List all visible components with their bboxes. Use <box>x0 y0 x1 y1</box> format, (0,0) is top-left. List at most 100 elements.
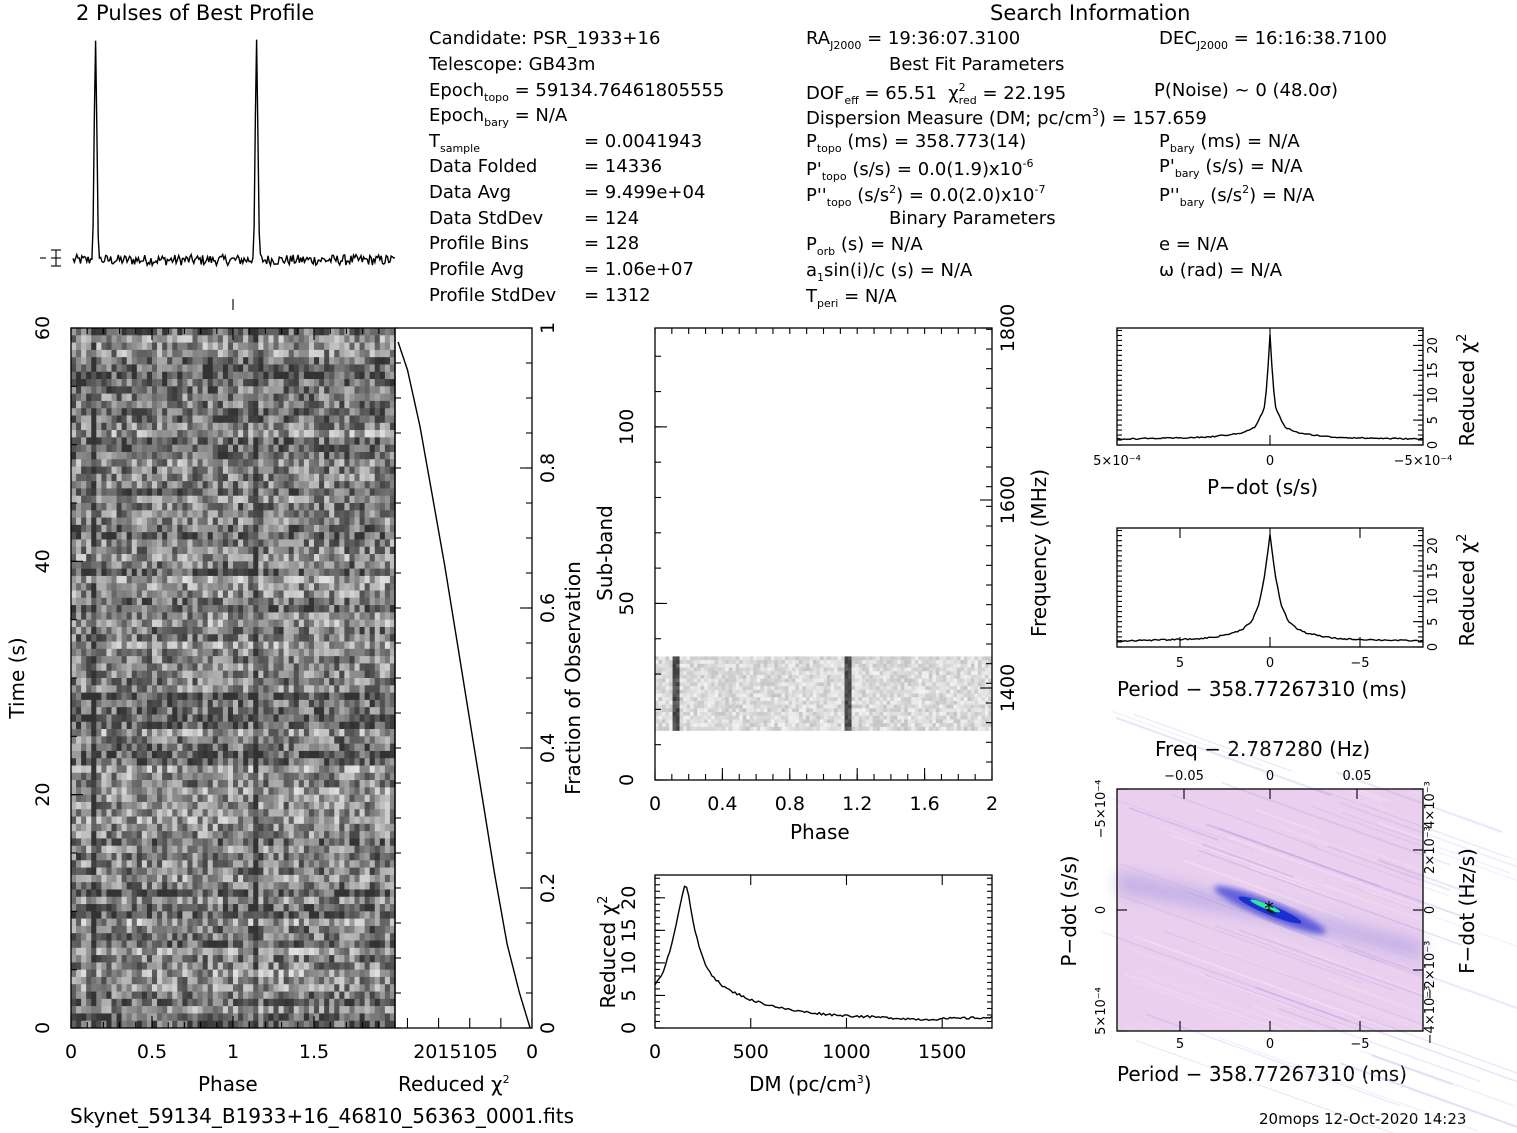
heat-cell <box>167 721 173 730</box>
heat-cell <box>253 801 259 810</box>
heat-cell <box>384 503 391 511</box>
heat-cell <box>152 685 158 693</box>
heat-cell <box>384 430 391 438</box>
heat-cell <box>389 794 396 803</box>
heat-cell <box>136 539 143 548</box>
heat-cell <box>197 488 203 497</box>
heat-cell <box>71 590 77 599</box>
heat-cell <box>197 736 203 744</box>
heat-cell <box>182 612 188 620</box>
heat-cell <box>389 335 396 343</box>
heat-cell <box>101 451 107 460</box>
heat-cell <box>167 451 173 460</box>
heat-cell <box>324 437 330 445</box>
heat-cell <box>101 517 107 526</box>
heat-cell <box>212 809 219 817</box>
heat-cell <box>152 823 158 832</box>
heat-cell <box>111 714 117 723</box>
heat-cell <box>329 670 335 679</box>
heat-cell <box>374 510 381 518</box>
heat-cell <box>172 605 178 613</box>
heat-cell <box>354 546 360 555</box>
heat-cell <box>96 663 102 672</box>
heat-cell <box>253 809 259 817</box>
heat-cell <box>258 444 264 453</box>
heat-cell <box>157 692 163 701</box>
heat-cell <box>227 794 234 803</box>
heat-cell <box>258 845 264 854</box>
heat-cell <box>364 845 370 854</box>
heat-cell <box>182 874 188 883</box>
heat-cell <box>101 831 107 839</box>
heat-cell <box>329 772 335 781</box>
heat-cell <box>263 838 269 847</box>
heat-cell <box>344 809 350 817</box>
heat-cell <box>96 867 102 876</box>
heat-cell <box>157 721 163 730</box>
heat-cell <box>308 466 315 475</box>
heat-cell <box>308 831 315 839</box>
heat-cell <box>369 853 376 861</box>
heat-cell <box>344 575 350 584</box>
heat-cell <box>192 685 198 693</box>
heat-cell <box>136 663 143 672</box>
heat-cell <box>212 816 219 825</box>
heat-cell <box>101 583 107 591</box>
heat-cell <box>131 605 138 613</box>
heat-cell <box>197 532 203 540</box>
heat-cell <box>207 750 214 759</box>
heat-cell <box>162 678 168 686</box>
heat-cell <box>308 495 315 504</box>
heat-cell <box>339 488 345 497</box>
heat-cell <box>273 670 279 679</box>
heat-cell <box>162 707 168 715</box>
heat-cell <box>222 364 229 373</box>
heat-cell <box>121 364 127 373</box>
heat-cell <box>364 539 370 548</box>
heat-cell <box>283 685 289 693</box>
heat-cell <box>288 597 295 606</box>
heat-cell <box>192 466 198 475</box>
heat-cell <box>273 685 279 693</box>
heat-cell <box>349 612 355 620</box>
heat-cell <box>248 466 254 475</box>
heat-cell <box>146 583 153 591</box>
heat-cell <box>243 524 249 533</box>
heat-cell <box>283 590 289 599</box>
heat-cell <box>379 583 386 591</box>
heat-cell <box>349 342 355 351</box>
heat-cell <box>303 772 310 781</box>
heat-cell <box>212 575 219 584</box>
heat-cell <box>126 714 133 723</box>
heat-cell <box>248 422 254 431</box>
heat-cell <box>268 430 274 438</box>
heat-cell <box>91 393 97 402</box>
heat-cell <box>233 481 239 489</box>
heat-cell <box>369 481 376 489</box>
heat-cell <box>379 612 386 620</box>
heat-cell <box>111 597 117 606</box>
heat-cell <box>106 750 112 759</box>
heat-cell <box>121 838 127 847</box>
heat-cell <box>131 568 138 577</box>
heat-cell <box>131 780 138 788</box>
heat-cell <box>273 794 279 803</box>
heat-cell <box>131 860 138 868</box>
heat-cell <box>141 736 148 744</box>
heat-cell <box>172 379 178 387</box>
heat-cell <box>136 801 143 810</box>
heat-cell <box>334 714 340 723</box>
heat-cell <box>298 335 305 343</box>
heat-cell <box>172 678 178 686</box>
heat-cell <box>136 524 143 533</box>
heat-cell <box>131 495 138 504</box>
heat-cell <box>384 510 391 518</box>
heat-cell <box>96 656 102 664</box>
heat-cell <box>303 524 310 533</box>
heat-cell <box>308 801 315 810</box>
heat-cell <box>344 758 350 766</box>
heat-cell <box>369 787 376 795</box>
heat-cell <box>146 626 153 635</box>
heat-cell <box>91 328 97 336</box>
heat-cell <box>268 758 274 766</box>
